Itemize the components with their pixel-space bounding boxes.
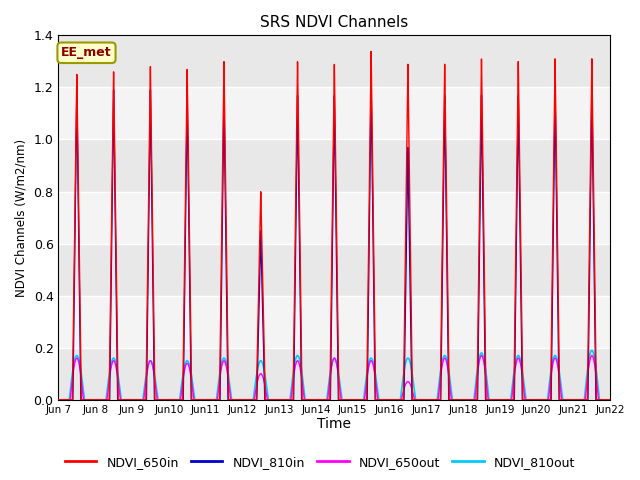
NDVI_650out <box>607 397 614 403</box>
NDVI_650out <box>461 397 468 403</box>
Bar <box>58 243 611 296</box>
NDVI_810in <box>54 397 62 403</box>
NDVI_650in <box>607 397 614 403</box>
Line: NDVI_810in: NDVI_810in <box>58 83 611 400</box>
NDVI_650in <box>54 397 62 403</box>
X-axis label: Time: Time <box>317 418 351 432</box>
NDVI_650out <box>288 391 296 396</box>
NDVI_650in <box>71 227 79 233</box>
Bar <box>58 348 611 400</box>
NDVI_810in <box>367 80 375 85</box>
NDVI_810out <box>607 397 614 403</box>
NDVI_810in <box>90 397 98 403</box>
NDVI_810out <box>288 383 296 389</box>
NDVI_810out <box>588 348 596 353</box>
NDVI_810in <box>387 397 394 403</box>
NDVI_810in <box>288 397 296 403</box>
NDVI_650out <box>387 397 394 403</box>
NDVI_650in <box>90 397 98 403</box>
NDVI_650out <box>54 397 62 403</box>
NDVI_650in <box>461 397 468 403</box>
NDVI_810out <box>344 397 352 403</box>
NDVI_650out <box>344 397 352 403</box>
Bar <box>58 87 611 140</box>
NDVI_650in <box>367 48 375 54</box>
NDVI_650in <box>288 397 296 403</box>
NDVI_810in <box>461 397 468 403</box>
NDVI_810in <box>344 397 352 403</box>
NDVI_810out <box>54 397 62 403</box>
NDVI_810in <box>607 397 614 403</box>
Text: EE_met: EE_met <box>61 46 112 59</box>
NDVI_650out <box>90 397 98 403</box>
NDVI_650out <box>71 360 79 366</box>
Bar <box>58 36 611 87</box>
NDVI_810out <box>90 397 98 403</box>
Line: NDVI_810out: NDVI_810out <box>58 350 611 400</box>
NDVI_810out <box>387 397 394 403</box>
NDVI_810out <box>71 357 79 362</box>
Bar <box>58 192 611 243</box>
Y-axis label: NDVI Channels (W/m2/nm): NDVI Channels (W/m2/nm) <box>15 139 28 297</box>
NDVI_810in <box>71 252 79 257</box>
Bar <box>58 140 611 192</box>
Title: SRS NDVI Channels: SRS NDVI Channels <box>260 15 408 30</box>
NDVI_650in <box>387 397 394 403</box>
NDVI_650in <box>344 397 352 403</box>
Line: NDVI_650in: NDVI_650in <box>58 51 611 400</box>
Legend: NDVI_650in, NDVI_810in, NDVI_650out, NDVI_810out: NDVI_650in, NDVI_810in, NDVI_650out, NDV… <box>60 451 580 474</box>
NDVI_650out <box>588 353 596 359</box>
NDVI_810out <box>461 397 468 403</box>
Bar <box>58 296 611 348</box>
Line: NDVI_650out: NDVI_650out <box>58 356 611 400</box>
